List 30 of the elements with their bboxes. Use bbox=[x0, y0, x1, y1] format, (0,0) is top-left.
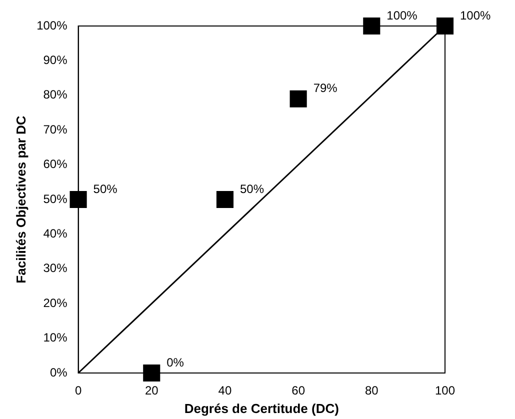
y-tick-label: 80% bbox=[43, 88, 68, 102]
y-axis-title: Facilités Objectives par DC bbox=[13, 115, 28, 284]
x-tick-label: 20 bbox=[144, 384, 159, 398]
data-label: 100% bbox=[460, 8, 492, 22]
x-tick-label: 80 bbox=[364, 384, 379, 398]
y-tick-label: 70% bbox=[43, 122, 68, 136]
data-label: 50% bbox=[240, 182, 264, 196]
data-label: 0% bbox=[166, 355, 184, 370]
y-tick-label: 40% bbox=[43, 226, 68, 241]
y-tick-label: 10% bbox=[43, 330, 68, 345]
point bbox=[216, 190, 234, 208]
y-tick-label: 50% bbox=[43, 192, 68, 206]
data-label: 79% bbox=[313, 81, 338, 96]
y-tick-label: 20% bbox=[43, 296, 68, 310]
y-tick-label: 90% bbox=[43, 53, 68, 68]
x-tick-label: 100 bbox=[434, 384, 456, 398]
x-tick-label: 40 bbox=[218, 384, 232, 398]
x-axis-title: Degrés de Certitude (DC) bbox=[184, 400, 339, 416]
data-label: 100% bbox=[386, 8, 418, 22]
point bbox=[290, 90, 307, 108]
x-tick-label: 0 bbox=[74, 384, 82, 398]
y-tick-label: 60% bbox=[43, 157, 68, 172]
point bbox=[143, 364, 160, 382]
y-tick-label: 0% bbox=[50, 365, 68, 380]
x-tick-label: 60 bbox=[292, 384, 306, 398]
point bbox=[70, 190, 87, 208]
point bbox=[363, 17, 380, 35]
y-tick-label: 30% bbox=[43, 261, 68, 276]
data-label: 50% bbox=[93, 182, 118, 196]
y-tick-label: 100% bbox=[36, 18, 68, 32]
